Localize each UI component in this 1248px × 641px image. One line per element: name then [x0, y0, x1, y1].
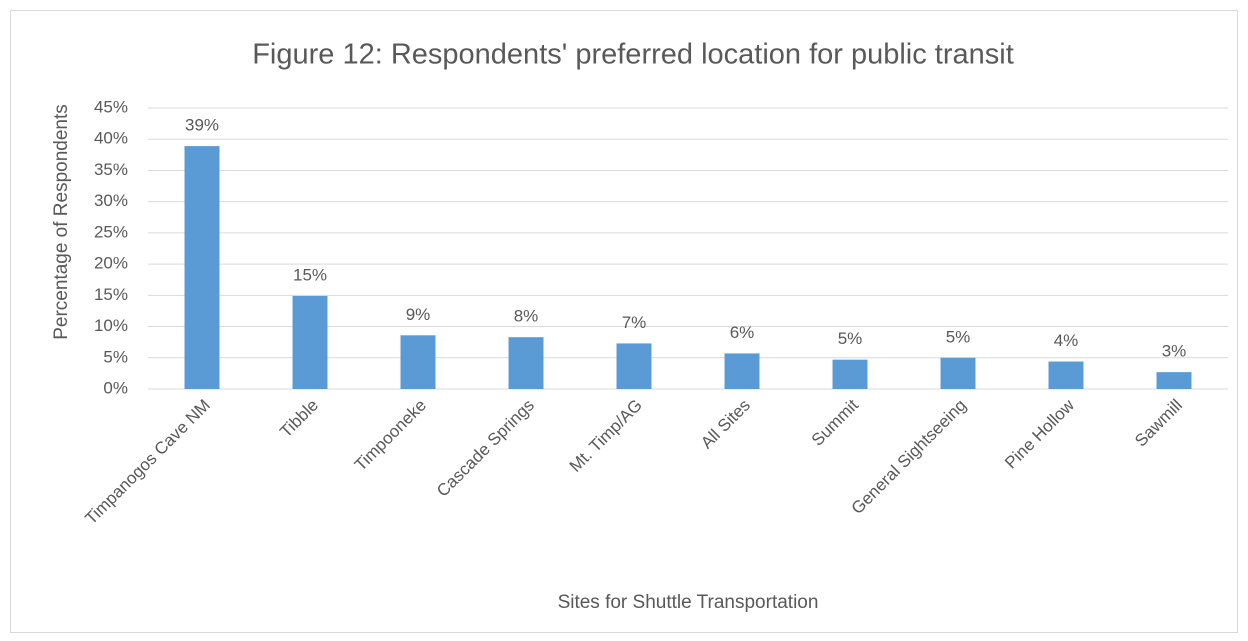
- bar: [616, 343, 652, 389]
- y-tick-label: 0%: [103, 378, 128, 397]
- bar: [1048, 361, 1084, 389]
- y-tick-label: 30%: [94, 191, 128, 210]
- y-tick-label: 10%: [94, 316, 128, 335]
- data-label: 6%: [730, 323, 755, 342]
- y-tick-label: 35%: [94, 160, 128, 179]
- data-label: 4%: [1054, 331, 1079, 350]
- y-tick-label: 40%: [94, 129, 128, 148]
- bar: [940, 357, 976, 389]
- x-axis-title: Sites for Shuttle Transportation: [558, 592, 819, 613]
- y-tick-label: 5%: [103, 347, 128, 366]
- data-label: 5%: [946, 327, 971, 346]
- bar: [292, 295, 328, 389]
- data-label: 3%: [1162, 342, 1187, 361]
- data-label: 15%: [293, 265, 327, 284]
- chart-title: Figure 12: Respondents' preferred locati…: [252, 39, 1014, 71]
- bar: [832, 359, 868, 389]
- data-label: 39%: [185, 116, 219, 135]
- data-label: 5%: [838, 329, 863, 348]
- bar: [508, 337, 544, 389]
- y-tick-label: 25%: [94, 222, 128, 241]
- bar: [400, 335, 436, 389]
- y-tick-label: 45%: [94, 97, 128, 116]
- data-label: 8%: [514, 307, 539, 326]
- bar: [724, 353, 760, 389]
- y-axis-title: Percentage of Respondents: [51, 104, 72, 340]
- bar: [184, 146, 220, 389]
- data-label: 7%: [622, 313, 647, 332]
- y-tick-label: 15%: [94, 285, 128, 304]
- y-tick-label: 20%: [94, 254, 128, 273]
- bar: [1156, 372, 1192, 389]
- data-label: 9%: [406, 305, 431, 324]
